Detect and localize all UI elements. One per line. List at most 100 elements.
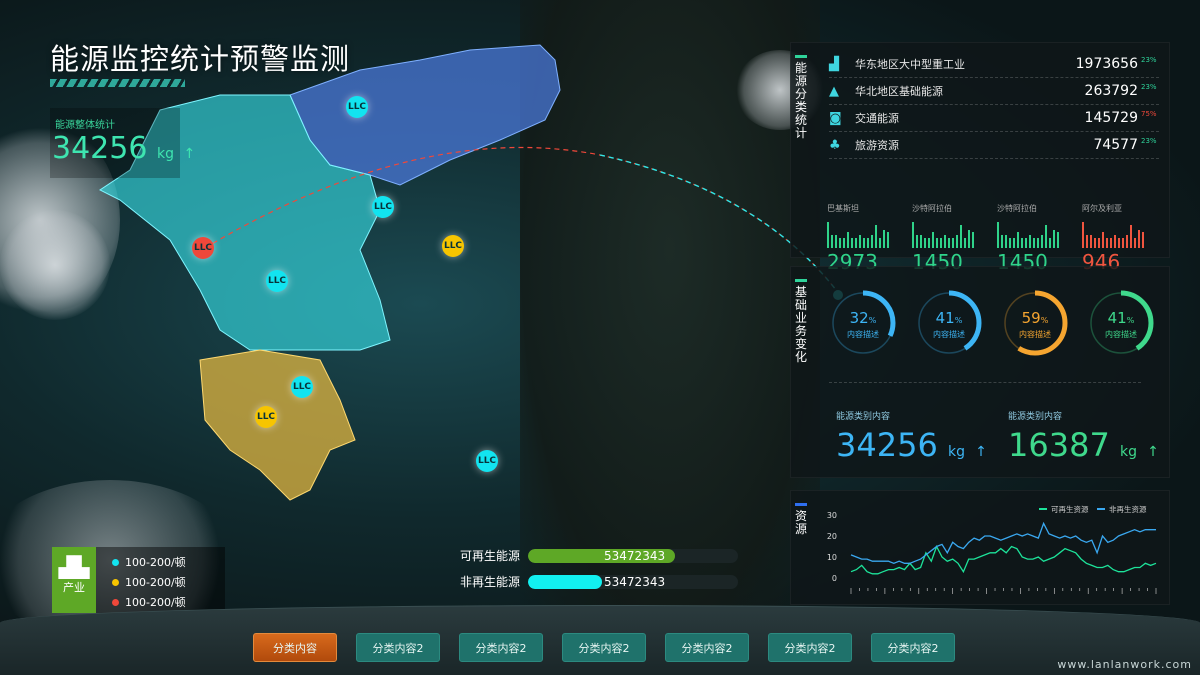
- row-value: 145729: [1084, 110, 1138, 126]
- stat-value: 34256: [836, 426, 938, 464]
- mini-bar: [867, 237, 869, 248]
- mini-bar: [1138, 229, 1140, 248]
- ring-fill: [1088, 290, 1154, 356]
- map-marker-cyan[interactable]: LLC: [266, 270, 288, 292]
- progress-value: 53472343: [604, 548, 666, 563]
- tab-category-6[interactable]: 分类内容2: [768, 633, 852, 662]
- mini-bar: [1130, 224, 1132, 248]
- mini-bar: [1045, 224, 1047, 248]
- mini-bar: [859, 235, 861, 248]
- mini-bar: [1029, 235, 1031, 248]
- factory-icon: LLC: [292, 382, 312, 392]
- industry-badge: ▟▙ 产业: [52, 547, 96, 613]
- category-row[interactable]: ▲ 华北地区基础能源 263792 23%: [829, 78, 1159, 105]
- mini-bar: [863, 237, 865, 248]
- mini-bar: [1053, 229, 1055, 248]
- category-row[interactable]: ◙ 交通能源 145729 75%: [829, 105, 1159, 132]
- mini-bar: [972, 232, 974, 248]
- tab-category-2[interactable]: 分类内容2: [356, 633, 440, 662]
- total-stat: 能源整体统计 34256 kg ↑: [50, 108, 195, 178]
- legend-dot: [112, 558, 119, 566]
- region-yellow[interactable]: [199, 349, 356, 501]
- map-marker-cyan[interactable]: LLC: [372, 196, 394, 218]
- legend-item: 100-200/顿: [112, 554, 186, 570]
- mini-bar: [1110, 237, 1112, 248]
- ring-svg: [1088, 290, 1154, 356]
- ring-label: 内容描述: [1105, 330, 1137, 339]
- mini-bar: [1037, 237, 1039, 248]
- total-value: 34256: [52, 131, 148, 166]
- factory-icon: LLC: [373, 202, 393, 212]
- mini-bar: [1094, 237, 1096, 248]
- map-legend: ▟▙ 产业 100-200/顿 100-200/顿 100-200/顿: [52, 547, 225, 613]
- factory-icon: ▟▙: [58, 555, 90, 579]
- row-name: 华北地区基础能源: [855, 85, 943, 98]
- map-marker-yellow[interactable]: LLC: [442, 235, 464, 257]
- tab-category-1[interactable]: 分类内容: [253, 633, 337, 662]
- stat-value: 16387: [1008, 426, 1110, 464]
- mini-bar: [1021, 237, 1023, 248]
- mini-bar: [843, 237, 845, 248]
- y-tick-label: 20: [827, 532, 837, 541]
- mini-bar: [1142, 232, 1144, 248]
- trend-up-icon: ↑: [975, 444, 987, 460]
- map-marker-red[interactable]: LLC: [192, 237, 214, 259]
- map-marker-cyan[interactable]: LLC: [346, 96, 368, 118]
- mini-bar: [831, 235, 833, 248]
- row-name: 旅游资源: [855, 139, 899, 152]
- mini-bar: [924, 237, 926, 248]
- progress-ring: 41% 内容描述: [1087, 289, 1155, 357]
- progress-label: 非再生能源: [460, 575, 521, 589]
- mini-bar: [1114, 235, 1116, 248]
- map-marker-cyan[interactable]: LLC: [476, 450, 498, 472]
- mini-bar: [928, 237, 930, 248]
- panel-title: 基础业务变化: [795, 279, 809, 364]
- legend-label: 可再生资源: [1051, 504, 1089, 514]
- region-cyan[interactable]: [99, 94, 391, 351]
- panel-energy-category: 能源分类统计 ▟ 华东地区大中型重工业 1973656 23% ▲ 华北地区基础能源 263…: [790, 42, 1170, 274]
- factory-icon: LLC: [443, 241, 463, 251]
- ring-svg: [830, 290, 896, 356]
- ring-svg: [1002, 290, 1068, 356]
- mini-bar: [847, 232, 849, 248]
- mini-bar: [839, 237, 841, 248]
- row-percent: 75%: [1141, 110, 1157, 118]
- mini-bar-chart: 沙特阿拉伯 1450: [997, 203, 1077, 274]
- mini-bar: [1013, 237, 1015, 248]
- mini-bar: [936, 237, 938, 248]
- tab-category-3[interactable]: 分类内容2: [459, 633, 543, 662]
- factory-icon: LLC: [256, 412, 276, 422]
- mini-bar: [1033, 237, 1035, 248]
- palm-tree-icon: ♣: [829, 137, 841, 153]
- y-tick-label: 30: [827, 511, 837, 520]
- trend-up-icon: ↑: [183, 146, 196, 162]
- panel-business-change: 基础业务变化 32% 内容描述 41% 内容描述 59% 内容描述 41% 内容描述 能源类别…: [790, 266, 1170, 478]
- mini-bar: [916, 235, 918, 248]
- legend-item: 100-200/顿: [112, 574, 186, 590]
- mini-bar: [960, 224, 962, 248]
- mini-bar: [1102, 232, 1104, 248]
- panel-title: 资源: [795, 503, 809, 536]
- mini-bar: [1082, 222, 1084, 248]
- tab-category-4[interactable]: 分类内容2: [562, 633, 646, 662]
- mini-bar: [835, 235, 837, 248]
- stat-label: 能源类别内容: [1008, 412, 1063, 422]
- mini-title: 沙特阿拉伯: [997, 204, 1037, 213]
- tab-category-5[interactable]: 分类内容2: [665, 633, 749, 662]
- mini-title: 沙特阿拉伯: [912, 204, 952, 213]
- mini-bar: [1017, 232, 1019, 248]
- mini-bar: [879, 237, 881, 248]
- ring-fill: [830, 290, 896, 356]
- row-percent: 23%: [1141, 83, 1157, 91]
- row-value: 263792: [1084, 83, 1138, 99]
- mini-bar: [968, 229, 970, 248]
- category-row[interactable]: ▟ 华东地区大中型重工业 1973656 23%: [829, 51, 1159, 78]
- category-row[interactable]: ♣ 旅游资源 74577 23%: [829, 132, 1159, 159]
- tab-category-7[interactable]: 分类内容2: [871, 633, 955, 662]
- map-marker-cyan[interactable]: LLC: [291, 376, 313, 398]
- mini-bar: [940, 237, 942, 248]
- mini-bar-chart: 阿尔及利亚 946: [1082, 203, 1162, 274]
- progress-bar: 53472343: [528, 574, 739, 589]
- mini-title: 巴基斯坦: [827, 204, 859, 213]
- map-marker-yellow[interactable]: LLC: [255, 406, 277, 428]
